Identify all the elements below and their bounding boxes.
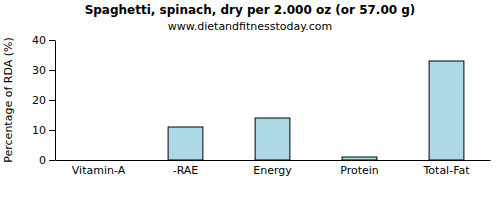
x-tick: -RAE xyxy=(173,164,199,177)
y-axis-line xyxy=(55,41,56,161)
x-axis: Vitamin-A -RAE Energy Protein Total-Fat xyxy=(56,161,491,177)
subtitle: www.dietandfitnesstoday.com xyxy=(168,20,332,33)
y-tick: 0 xyxy=(39,154,55,167)
x-tick-label: Energy xyxy=(253,164,292,177)
x-tick: Energy xyxy=(253,164,292,177)
chart: Spaghetti, spinach, dry per 2.000 oz (or… xyxy=(0,0,500,200)
y-tick: 30 xyxy=(32,64,55,77)
y-tick: 20 xyxy=(32,94,55,107)
x-tick-label: -RAE xyxy=(173,164,199,177)
x-tick-label: Total-Fat xyxy=(422,164,470,177)
y-tick: 10 xyxy=(32,124,55,137)
y-tick-mark xyxy=(49,40,55,41)
bar xyxy=(255,118,290,160)
y-axis: 0 10 20 30 40 xyxy=(32,34,56,167)
y-tick-label: 0 xyxy=(39,154,46,167)
title: Spaghetti, spinach, dry per 2.000 oz (or… xyxy=(85,3,416,17)
y-tick-mark xyxy=(49,130,55,131)
y-tick-label: 10 xyxy=(32,124,46,137)
x-axis-line xyxy=(56,160,491,161)
bar xyxy=(429,61,464,160)
y-tick-label: 40 xyxy=(32,34,46,47)
y-tick-label: 20 xyxy=(32,94,46,107)
bar xyxy=(81,160,116,161)
bars xyxy=(168,61,464,160)
y-tick-mark xyxy=(49,160,55,161)
plot: 0 10 20 30 40 Vitamin-A -RAE Energy Protein Total… xyxy=(32,34,491,177)
y-tick: 40 xyxy=(32,34,55,47)
x-tick: Protein xyxy=(340,164,379,177)
y-tick-mark xyxy=(49,100,55,101)
bar xyxy=(342,157,377,160)
x-tick-label: Vitamin-A xyxy=(72,164,126,177)
x-tick: Vitamin-A xyxy=(72,164,126,177)
bar xyxy=(168,127,203,160)
y-tick-label: 30 xyxy=(32,64,46,77)
y-label: Percentage of RDA (%) xyxy=(2,37,15,162)
y-tick-mark xyxy=(49,70,55,71)
x-tick: Total-Fat xyxy=(422,164,470,177)
x-tick-label: Protein xyxy=(340,164,379,177)
